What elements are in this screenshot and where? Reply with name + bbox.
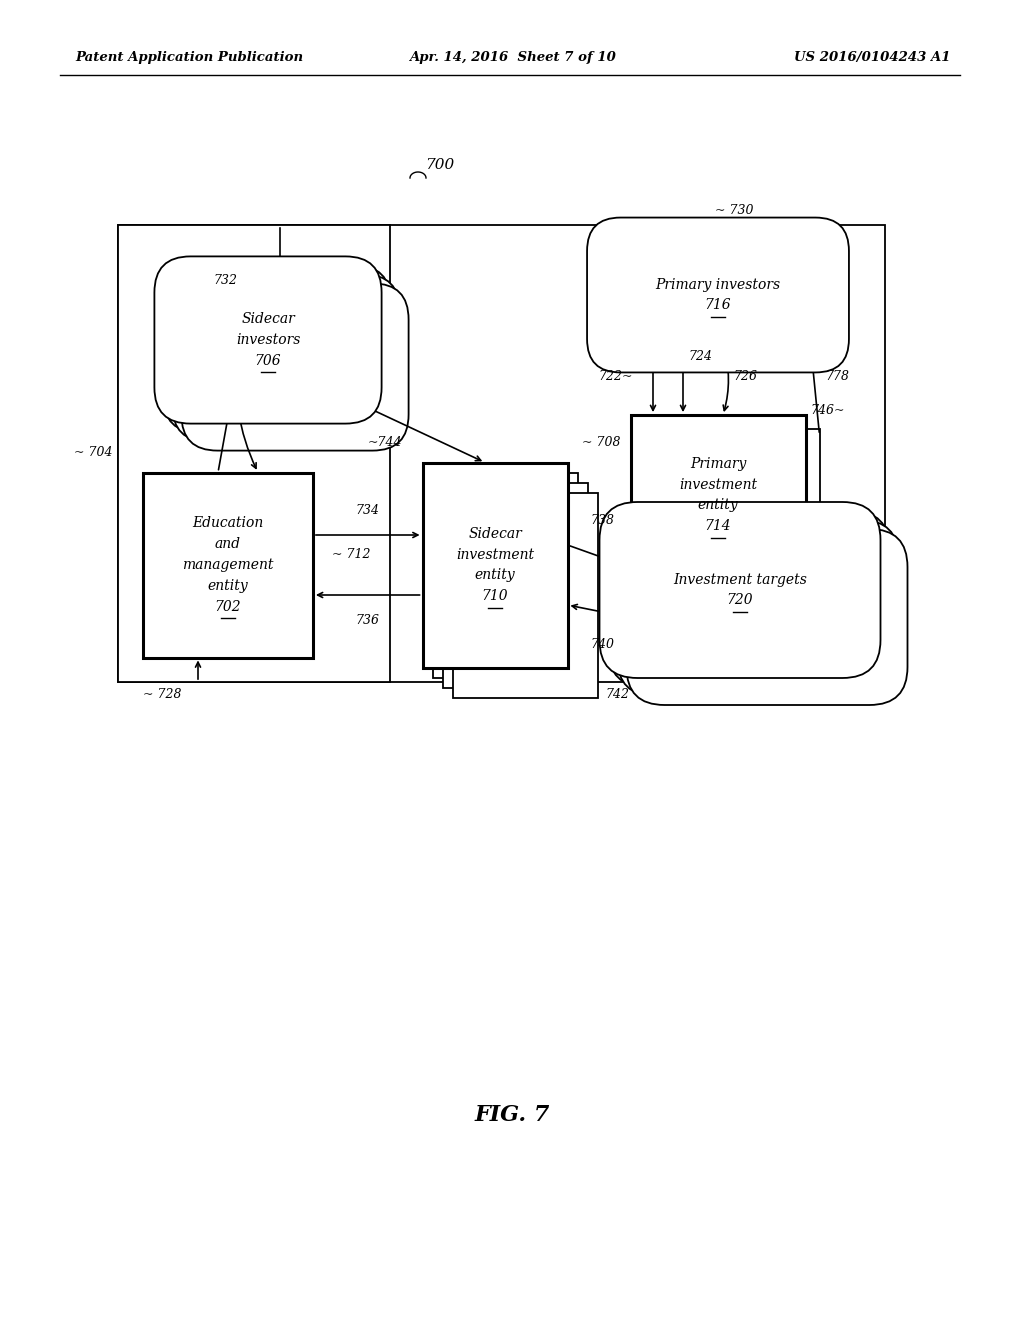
Text: 710: 710: [481, 589, 508, 603]
FancyBboxPatch shape: [599, 502, 881, 678]
Text: ~ 728: ~ 728: [143, 688, 181, 701]
Bar: [423, 462, 567, 668]
Bar: [644, 429, 819, 589]
Text: Primary: Primary: [690, 457, 746, 471]
Bar: [118, 224, 885, 682]
Text: 740: 740: [590, 639, 614, 652]
FancyBboxPatch shape: [181, 284, 409, 450]
Text: Investment targets: Investment targets: [673, 573, 807, 586]
Text: 700: 700: [425, 158, 455, 172]
FancyBboxPatch shape: [627, 529, 907, 705]
Text: ~ 712: ~ 712: [333, 549, 371, 561]
Text: ~ 730: ~ 730: [715, 203, 754, 216]
Bar: [143, 473, 313, 657]
Text: 778: 778: [825, 371, 850, 384]
Text: 734: 734: [355, 503, 379, 516]
Bar: [432, 473, 578, 677]
Text: Apr. 14, 2016  Sheet 7 of 10: Apr. 14, 2016 Sheet 7 of 10: [409, 51, 615, 65]
FancyBboxPatch shape: [617, 520, 898, 696]
Bar: [631, 414, 806, 576]
Text: 702: 702: [215, 599, 242, 614]
Text: 724: 724: [688, 351, 712, 363]
Bar: [453, 492, 597, 697]
Text: 742: 742: [605, 688, 629, 701]
Text: 746~: 746~: [811, 404, 845, 417]
Text: 706: 706: [255, 354, 282, 368]
Text: Primary investors: Primary investors: [655, 277, 780, 292]
Text: entity: entity: [208, 579, 249, 593]
Text: management: management: [182, 558, 273, 572]
Text: investment: investment: [679, 478, 757, 491]
Text: ~ 704: ~ 704: [75, 446, 113, 459]
Text: investors: investors: [236, 333, 300, 347]
Text: Sidecar: Sidecar: [241, 312, 295, 326]
Text: investment: investment: [456, 548, 535, 561]
Text: 738: 738: [590, 513, 614, 527]
Text: and: and: [215, 537, 241, 552]
FancyBboxPatch shape: [155, 256, 382, 424]
Text: 722~: 722~: [598, 371, 633, 384]
Text: US 2016/0104243 A1: US 2016/0104243 A1: [794, 51, 950, 65]
Text: entity: entity: [697, 499, 738, 512]
FancyBboxPatch shape: [172, 275, 399, 442]
Text: Sidecar: Sidecar: [468, 527, 522, 541]
FancyBboxPatch shape: [164, 265, 390, 433]
Text: 714: 714: [705, 519, 731, 533]
Text: 726: 726: [733, 371, 757, 384]
FancyBboxPatch shape: [608, 511, 890, 686]
Text: Patent Application Publication: Patent Application Publication: [75, 51, 303, 65]
Text: 732: 732: [213, 273, 237, 286]
Text: 716: 716: [705, 298, 731, 313]
Bar: [442, 483, 588, 688]
Text: Education: Education: [193, 516, 263, 531]
FancyBboxPatch shape: [587, 218, 849, 372]
Text: ~ 708: ~ 708: [583, 436, 621, 449]
Text: FIG. 7: FIG. 7: [474, 1104, 550, 1126]
Bar: [118, 224, 390, 682]
Text: entity: entity: [475, 569, 515, 582]
Text: ~744: ~744: [368, 436, 402, 449]
Text: 736: 736: [355, 614, 379, 627]
Text: 720: 720: [727, 594, 754, 607]
